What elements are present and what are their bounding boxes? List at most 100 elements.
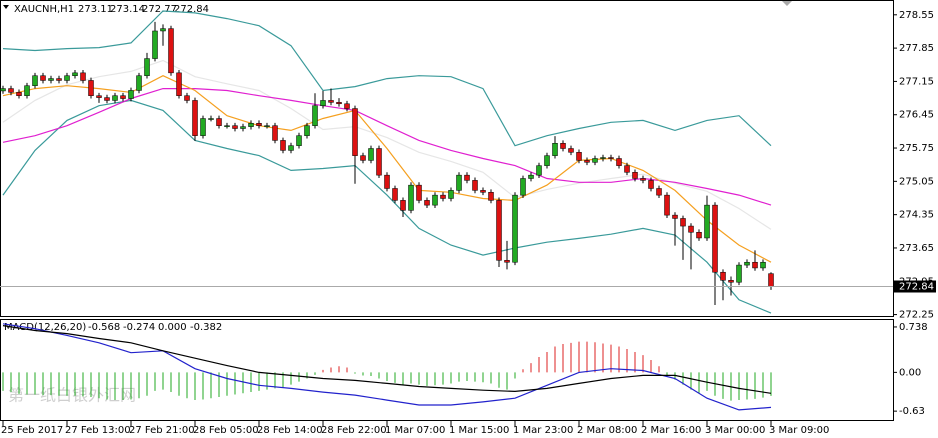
x-tick-label: 1 Mar 15:00 bbox=[449, 425, 509, 436]
candle-body bbox=[0, 88, 6, 92]
candle-body bbox=[160, 28, 166, 32]
price-panel bbox=[0, 0, 894, 317]
x-tick-label: 1 Mar 07:00 bbox=[385, 425, 445, 436]
candle-body bbox=[48, 78, 54, 81]
y-tick-label: 275.75 bbox=[899, 143, 934, 154]
menu-arrow[interactable] bbox=[3, 5, 9, 9]
candle-body bbox=[168, 28, 174, 74]
candle-body bbox=[568, 148, 574, 153]
candle-body bbox=[344, 103, 350, 109]
scroll-marker bbox=[782, 1, 792, 6]
y-tick-label: 278.55 bbox=[899, 10, 934, 21]
y-tick-label: -0.63 bbox=[899, 406, 925, 417]
x-tick-label: 3 Mar 09:00 bbox=[769, 425, 829, 436]
candle-body bbox=[352, 108, 358, 156]
candle-body bbox=[336, 102, 342, 105]
candle-body bbox=[320, 100, 326, 106]
indicator-line bbox=[2, 325, 772, 394]
candle-body bbox=[520, 178, 526, 196]
candle-body bbox=[416, 184, 422, 201]
candle-body bbox=[720, 271, 726, 281]
candle-body bbox=[120, 95, 126, 99]
candle-body bbox=[216, 118, 222, 126]
candle-body bbox=[704, 204, 710, 239]
candle-body bbox=[264, 125, 270, 127]
indicator-line bbox=[2, 323, 772, 411]
candle-body bbox=[472, 180, 478, 191]
y-tick-label: 277.85 bbox=[899, 43, 934, 54]
candle-body bbox=[392, 188, 398, 201]
candle-body bbox=[616, 158, 622, 166]
candle-body bbox=[632, 172, 638, 179]
ohlc-open: 273.11 bbox=[78, 4, 113, 15]
indicator-line bbox=[2, 10, 772, 147]
candle-body bbox=[88, 80, 94, 96]
candle-body bbox=[552, 143, 558, 156]
candle-body bbox=[128, 90, 134, 99]
candle-body bbox=[304, 125, 310, 136]
candle-body bbox=[192, 100, 198, 136]
candle-body bbox=[256, 123, 262, 126]
candle-body bbox=[624, 165, 630, 173]
candle-body bbox=[432, 194, 438, 206]
candle-body bbox=[40, 75, 46, 81]
candle-body bbox=[152, 30, 158, 59]
candle-body bbox=[656, 188, 662, 196]
ohlc-high: 273.14 bbox=[110, 4, 145, 15]
candle-body bbox=[360, 155, 366, 161]
candle-body bbox=[136, 75, 142, 91]
candle-body bbox=[480, 190, 486, 193]
candle-body bbox=[64, 75, 70, 81]
candle-body bbox=[672, 214, 678, 219]
macd-panel bbox=[0, 319, 894, 421]
candle-body bbox=[208, 118, 214, 120]
candle-body bbox=[112, 95, 118, 101]
candle-body bbox=[680, 218, 686, 227]
y-tick-label: 273.65 bbox=[899, 243, 934, 254]
candle-body bbox=[544, 155, 550, 166]
candle-body bbox=[200, 118, 206, 136]
candle-body bbox=[8, 88, 14, 93]
candle-body bbox=[96, 95, 102, 98]
ohlc-close: 272.84 bbox=[174, 4, 209, 15]
symbol-title: XAUCNH,H1 bbox=[14, 4, 74, 15]
ohlc-low: 272.77 bbox=[142, 4, 177, 15]
candle-body bbox=[464, 174, 470, 181]
candle-body bbox=[768, 273, 774, 287]
candle-body bbox=[224, 125, 230, 127]
candle-body bbox=[384, 174, 390, 189]
candle-body bbox=[240, 126, 246, 129]
candle-body bbox=[280, 140, 286, 151]
candle-body bbox=[728, 280, 734, 283]
candle-body bbox=[760, 261, 766, 269]
y-tick-label: 0.00 bbox=[899, 367, 921, 378]
x-tick-label: 27 Feb 13:00 bbox=[65, 425, 131, 436]
candle-body bbox=[24, 85, 30, 96]
x-tick-label: 2 Mar 16:00 bbox=[641, 425, 701, 436]
candle-body bbox=[56, 78, 62, 81]
candle-body bbox=[272, 125, 278, 141]
candle-body bbox=[496, 200, 502, 261]
last-price-label: 272.84 bbox=[899, 281, 934, 292]
candle-body bbox=[560, 143, 566, 149]
candle-body bbox=[712, 204, 718, 273]
macd-readout: 0.000 bbox=[158, 322, 187, 333]
candle-body bbox=[688, 225, 694, 233]
candle-body bbox=[232, 125, 238, 129]
candle-body bbox=[312, 105, 318, 126]
x-tick-label: 28 Feb 05:00 bbox=[193, 425, 259, 436]
candle-body bbox=[640, 178, 646, 181]
candle-body bbox=[144, 58, 150, 76]
candle-body bbox=[72, 72, 78, 76]
macd-readout: -0.274 bbox=[123, 322, 155, 333]
candle-body bbox=[328, 100, 334, 103]
candle-body bbox=[368, 148, 374, 161]
candle-body bbox=[736, 264, 742, 283]
candle-body bbox=[528, 174, 534, 179]
last-price-box bbox=[894, 280, 936, 293]
candle-body bbox=[248, 123, 254, 127]
candle-body bbox=[448, 190, 454, 199]
candle-body bbox=[576, 152, 582, 161]
candle-body bbox=[592, 158, 598, 163]
